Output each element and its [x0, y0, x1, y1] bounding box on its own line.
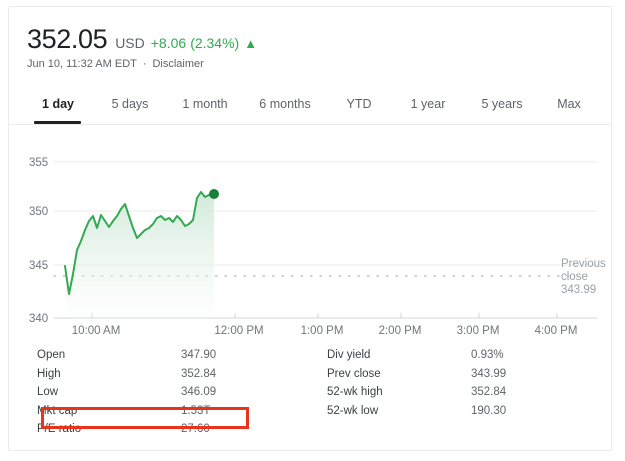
current-price: 352.05 — [27, 24, 108, 54]
quote-meta-row: Jun 10, 11:32 AM EDT · Disclaimer — [27, 58, 257, 70]
tab-1-day[interactable]: 1 day — [42, 97, 74, 111]
stat-label-mkt-cap: Mkt cap — [37, 404, 78, 417]
stat-label-open: Open — [37, 349, 66, 361]
x-tick-300pm: 3:00 PM — [457, 325, 500, 337]
chart-price-line — [64, 191, 215, 295]
quote-price-row: 352.05 USD +8.06 (2.34%) ▲ — [27, 24, 257, 54]
stat-value-mkt-cap: 1.53T — [181, 404, 211, 417]
previous-close-label-line1: Previous — [561, 258, 606, 270]
stat-row-div-yield: Div yield 0.93% — [319, 346, 534, 365]
meta-separator: · — [142, 58, 147, 70]
stat-row-high: High 352.84 — [29, 365, 244, 384]
y-tick-340: 340 — [29, 313, 48, 325]
x-tick-400pm: 4:00 PM — [535, 325, 578, 337]
tab-ytd[interactable]: YTD — [346, 97, 372, 111]
stat-value-high: 352.84 — [181, 367, 217, 380]
stat-label-52wk-high: 52-wk high — [327, 386, 383, 398]
price-chart[interactable]: 355 350 345 340 10:00 AM 12:00 PM 1:00 P… — [9, 124, 611, 339]
stat-label-52wk-low: 52-wk low — [327, 404, 379, 417]
chart-y-axis: 355 350 345 340 — [29, 157, 48, 325]
stat-value-pe-ratio: 27.60 — [181, 423, 210, 435]
stat-value-low: 346.09 — [181, 386, 217, 398]
quote-header: 352.05 USD +8.06 (2.34%) ▲ Jun 10, 11:32… — [27, 24, 257, 70]
tab-5-years[interactable]: 5 years — [481, 97, 523, 111]
stat-label-low: Low — [37, 386, 59, 398]
stat-row-pe-ratio: P/E ratio 27.60 — [29, 420, 244, 439]
stat-label-prev-close: Prev close — [327, 367, 381, 380]
stat-value-open: 347.90 — [181, 349, 217, 361]
active-tab-indicator — [34, 121, 81, 124]
x-tick-200pm: 2:00 PM — [379, 325, 422, 337]
x-tick-1200pm: 12:00 PM — [214, 325, 263, 337]
price-change-percent: (2.34%) — [190, 35, 240, 51]
y-tick-350: 350 — [29, 206, 48, 218]
previous-close-value: 343.99 — [561, 284, 596, 296]
tab-1-month[interactable]: 1 month — [182, 97, 228, 111]
x-tick-100pm: 1:00 PM — [301, 325, 344, 337]
chart-svg: 355 350 345 340 10:00 AM 12:00 PM 1:00 P… — [29, 157, 606, 337]
stat-row-52wk-high: 52-wk high 352.84 — [319, 383, 534, 402]
y-tick-355: 355 — [29, 157, 48, 169]
currency-label: USD — [115, 35, 145, 51]
chart-area-fill — [65, 192, 214, 318]
stat-row-open: Open 347.90 — [29, 346, 244, 365]
arrow-up-icon: ▲ — [244, 36, 258, 51]
stat-label-high: High — [37, 367, 61, 380]
stat-label-pe-ratio: P/E ratio — [37, 423, 82, 435]
price-change: +8.06 — [150, 35, 187, 51]
current-price-marker — [209, 189, 219, 199]
x-tick-1000am: 10:00 AM — [72, 325, 121, 337]
stats-column-left: Open 347.90 High 352.84 Low 346.09 Mkt c… — [29, 346, 249, 439]
previous-close-label-line2: close — [561, 271, 588, 283]
tab-6-months[interactable]: 6 months — [259, 97, 311, 111]
stat-value-div-yield: 0.93% — [471, 349, 504, 361]
time-range-tabs: 1 day 5 days 1 month 6 months YTD 1 year… — [9, 86, 611, 125]
quote-timestamp: Jun 10, 11:32 AM EDT — [27, 58, 137, 70]
disclaimer-link[interactable]: Disclaimer — [152, 58, 204, 70]
stat-row-mkt-cap: Mkt cap 1.53T — [29, 402, 244, 421]
tab-1-year[interactable]: 1 year — [410, 97, 446, 111]
tab-5-days[interactable]: 5 days — [111, 97, 149, 111]
stat-value-52wk-low: 190.30 — [471, 404, 507, 417]
previous-close-annotation: Previous close 343.99 — [561, 258, 606, 296]
stock-quote-card: 352.05 USD +8.06 (2.34%) ▲ Jun 10, 11:32… — [8, 6, 612, 451]
stat-row-prev-close: Prev close 343.99 — [319, 365, 534, 384]
stat-value-52wk-high: 352.84 — [471, 386, 507, 398]
tab-max[interactable]: Max — [557, 97, 581, 111]
y-tick-345: 345 — [29, 260, 48, 272]
stat-row-low: Low 346.09 — [29, 383, 244, 402]
stat-row-52wk-low: 52-wk low 190.30 — [319, 402, 534, 421]
stat-value-prev-close: 343.99 — [471, 367, 507, 380]
stat-label-div-yield: Div yield — [327, 349, 371, 361]
chart-x-axis: 10:00 AM 12:00 PM 1:00 PM 2:00 PM 3:00 P… — [72, 313, 578, 337]
stats-column-right: Div yield 0.93% Prev close 343.99 52-wk … — [319, 346, 534, 420]
